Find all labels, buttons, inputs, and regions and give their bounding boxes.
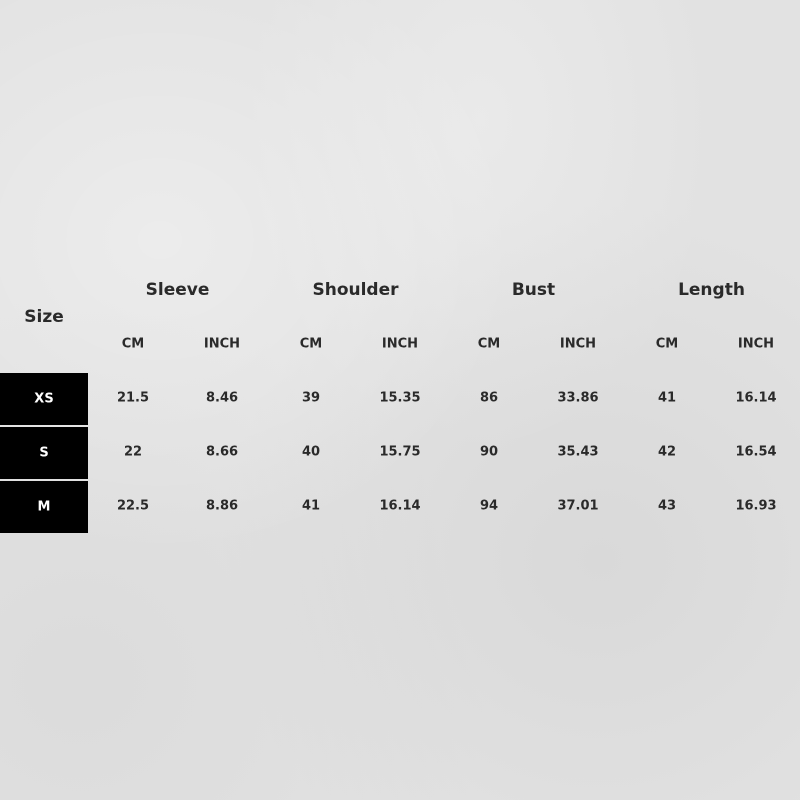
table-cell: 94 (479, 498, 499, 514)
group-header-sleeve: Sleeve (145, 280, 210, 300)
size-label: XS (34, 391, 54, 407)
table-cell: 33.86 (557, 390, 599, 406)
table-cell: 16.14 (735, 390, 777, 406)
table-cell: 35.43 (557, 444, 599, 460)
table-cell: 41 (657, 390, 677, 406)
size-box: M (0, 481, 88, 533)
table-cell: 43 (657, 498, 677, 514)
table-cell: 86 (479, 390, 499, 406)
table-cell: 40 (301, 444, 321, 460)
unit-header-cm: CM (477, 336, 501, 352)
table-cell: 8.86 (205, 498, 239, 514)
table-cell: 41 (301, 498, 321, 514)
unit-header-cm: CM (655, 336, 679, 352)
table-cell: 39 (301, 390, 321, 406)
table-cell: 90 (479, 444, 499, 460)
table-cell: 37.01 (557, 498, 599, 514)
group-header-bust: Bust (511, 280, 556, 300)
table-cell: 8.66 (205, 444, 239, 460)
size-label: M (37, 499, 51, 515)
table-cell: 16.54 (735, 444, 777, 460)
table-cell: 8.46 (205, 390, 239, 406)
size-label: S (39, 445, 49, 461)
unit-header-inch: INCH (381, 336, 419, 352)
table-cell: 15.75 (379, 444, 421, 460)
unit-header-inch: INCH (737, 336, 775, 352)
group-header-length: Length (678, 280, 745, 300)
table-cell: 16.93 (735, 498, 777, 514)
table-cell: 42 (657, 444, 677, 460)
unit-header-cm: CM (299, 336, 323, 352)
table-cell: 22 (123, 444, 143, 460)
size-box: S (0, 427, 88, 479)
unit-header-cm: CM (121, 336, 145, 352)
table-cell: 16.14 (379, 498, 421, 514)
unit-header-inch: INCH (203, 336, 241, 352)
group-header-shoulder: Shoulder (312, 280, 399, 300)
table-cell: 22.5 (116, 498, 150, 514)
size-box: XS (0, 373, 88, 425)
size-header: Size (24, 307, 64, 327)
unit-header-inch: INCH (559, 336, 597, 352)
table-cell: 21.5 (116, 390, 150, 406)
table-cell: 15.35 (379, 390, 421, 406)
